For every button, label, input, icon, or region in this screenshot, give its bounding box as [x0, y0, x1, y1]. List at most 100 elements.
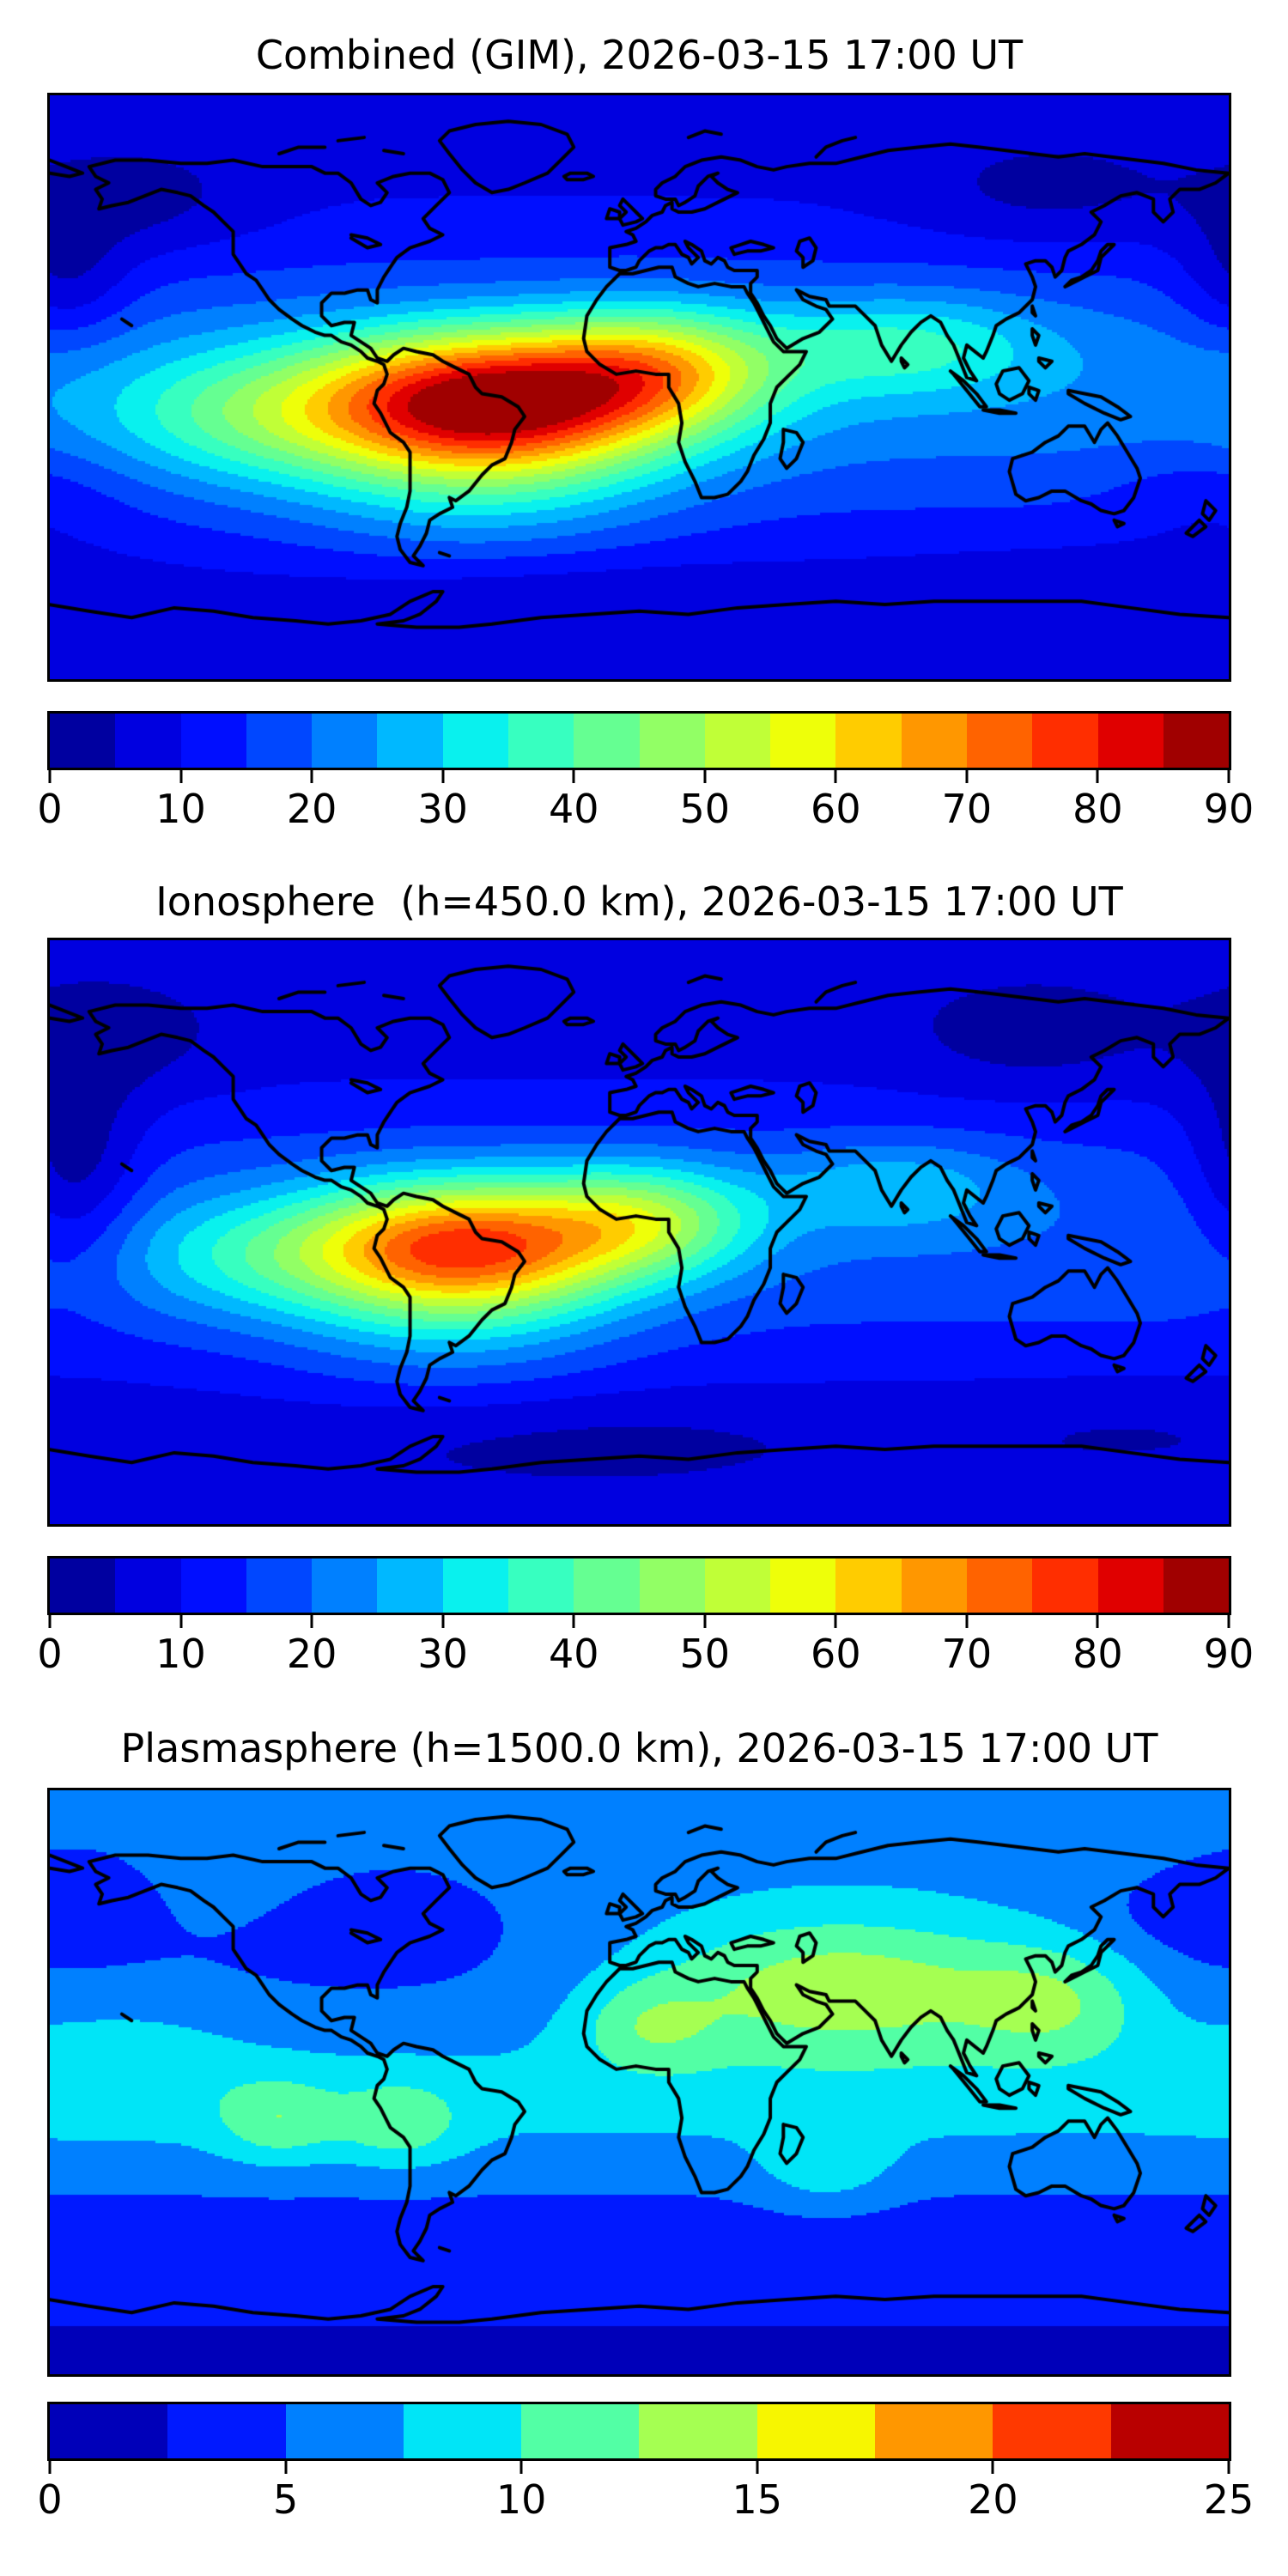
colorbar-tick-label: 10 — [495, 2476, 547, 2523]
colorbar-segment — [1097, 1558, 1163, 1613]
colorbar-tick-label: 70 — [941, 786, 993, 832]
colorbar-segment — [1032, 714, 1098, 768]
colorbar-tick-mark — [572, 770, 575, 783]
plasmasphere-map-title: Plasmasphere (h=1500.0 km), 2026-03-15 1… — [120, 1725, 1158, 1771]
colorbar-tick-label: 25 — [1203, 2476, 1255, 2523]
colorbar-segment — [312, 1558, 378, 1613]
colorbar-tick-mark — [1096, 770, 1099, 783]
colorbar-segment — [1163, 1558, 1230, 1613]
colorbar-tick-label: 10 — [155, 1631, 206, 1677]
colorbar-segment — [1163, 714, 1230, 768]
ionosphere-map-frame — [47, 938, 1231, 1527]
colorbar-tick-mark — [441, 770, 445, 783]
colorbar-tick-label: 90 — [1203, 1631, 1255, 1677]
colorbar-segment — [875, 2404, 993, 2458]
colorbar-segment — [403, 2404, 522, 2458]
colorbar-segment — [639, 2404, 757, 2458]
colorbar-tick-mark — [965, 770, 969, 783]
colorbar-tick-mark — [179, 770, 183, 783]
colorbar-segment — [180, 1558, 246, 1613]
colorbar-tick-label: 10 — [155, 786, 206, 832]
colorbar-tick-label: 20 — [286, 1631, 337, 1677]
combined-colorbar-labels: 0 10 20 30 40 50 60 70 80 90 — [37, 786, 1254, 833]
colorbar-tick-label: 5 — [272, 2476, 299, 2523]
colorbar-segment — [312, 714, 378, 768]
colorbar-tick-mark — [48, 1615, 52, 1628]
colorbar-tick-label: 15 — [732, 2476, 783, 2523]
colorbar-tick-label: 60 — [811, 786, 861, 832]
colorbar-tick-mark — [703, 770, 707, 783]
colorbar-tick-label: 40 — [548, 1631, 599, 1677]
ionosphere-map-title: Ionosphere (h=450.0 km), 2026-03-15 17:0… — [155, 878, 1123, 925]
colorbar-segment — [574, 1558, 640, 1613]
plasmasphere-colorbar-ticks — [48, 2461, 1230, 2476]
colorbar-tick-label: 80 — [1072, 1631, 1123, 1677]
colorbar-segment — [377, 714, 443, 768]
colorbar-tick-mark — [703, 1615, 707, 1628]
colorbar-segment — [507, 1558, 574, 1613]
plasmasphere-colorbar-strip — [50, 2404, 1229, 2458]
colorbar-tick-label: 50 — [679, 1631, 731, 1677]
colorbar-segment — [180, 714, 246, 768]
colorbar-segment — [966, 714, 1033, 768]
colorbar-segment — [377, 1558, 443, 1613]
colorbar-tick-label: 20 — [286, 786, 337, 832]
combined-map-frame — [47, 93, 1231, 682]
colorbar-segment — [50, 714, 116, 768]
colorbar-segment — [901, 714, 967, 768]
plasmasphere-colorbar-labels: 0 5 10 15 20 25 — [37, 2476, 1254, 2524]
plasmasphere-map-frame — [47, 1788, 1231, 2377]
colorbar-tick-mark — [310, 1615, 313, 1628]
colorbar-tick-label: 40 — [548, 786, 599, 832]
colorbar-tick-mark — [834, 770, 837, 783]
colorbar-tick-mark — [834, 1615, 837, 1628]
colorbar-tick-mark — [310, 770, 313, 783]
colorbar-segment — [1110, 2404, 1229, 2458]
colorbar-segment — [574, 714, 640, 768]
plasmasphere-colorbar — [47, 2402, 1231, 2461]
colorbar-tick-mark — [48, 770, 52, 783]
colorbar-tick-mark — [441, 1615, 445, 1628]
colorbar-segment — [835, 714, 902, 768]
colorbar-segment — [993, 2404, 1111, 2458]
combined-colorbar-strip — [50, 714, 1230, 768]
colorbar-tick-mark — [1227, 770, 1230, 783]
ionosphere-colorbar-labels: 0 10 20 30 40 50 60 70 80 90 — [37, 1631, 1254, 1678]
colorbar-segment — [1097, 714, 1163, 768]
colorbar-segment — [639, 1558, 705, 1613]
ionosphere-map-canvas — [50, 940, 1229, 1524]
colorbar-segment — [246, 714, 313, 768]
combined-map-title: Combined (GIM), 2026-03-15 17:00 UT — [255, 32, 1024, 78]
colorbar-tick-mark — [1227, 1615, 1230, 1628]
colorbar-tick-mark — [519, 2461, 523, 2474]
colorbar-tick-mark — [48, 2461, 52, 2474]
colorbar-segment — [756, 2404, 876, 2458]
colorbar-tick-label: 0 — [37, 1631, 63, 1677]
colorbar-segment — [639, 714, 705, 768]
colorbar-tick-label: 70 — [941, 1631, 993, 1677]
ionosphere-colorbar-strip — [50, 1558, 1230, 1613]
colorbar-tick-label: 90 — [1203, 786, 1255, 832]
colorbar-tick-mark — [991, 2461, 994, 2474]
combined-colorbar — [47, 711, 1231, 770]
colorbar-segment — [704, 714, 771, 768]
colorbar-segment — [770, 714, 836, 768]
colorbar-segment — [770, 1558, 836, 1613]
colorbar-segment — [507, 714, 574, 768]
combined-colorbar-ticks — [48, 770, 1230, 786]
colorbar-tick-mark — [965, 1615, 969, 1628]
colorbar-segment — [835, 1558, 902, 1613]
colorbar-tick-label: 60 — [811, 1631, 861, 1677]
colorbar-tick-label: 30 — [417, 786, 468, 832]
colorbar-tick-mark — [284, 2461, 288, 2474]
colorbar-segment — [50, 2404, 168, 2458]
colorbar-segment — [285, 2404, 404, 2458]
colorbar-segment — [442, 1558, 508, 1613]
colorbar-tick-label: 50 — [679, 786, 731, 832]
colorbar-segment — [115, 1558, 181, 1613]
colorbar-tick-label: 0 — [37, 786, 63, 832]
plasmasphere-map-canvas — [50, 1790, 1229, 2374]
colorbar-segment — [1032, 1558, 1098, 1613]
colorbar-segment — [901, 1558, 967, 1613]
colorbar-segment — [704, 1558, 771, 1613]
